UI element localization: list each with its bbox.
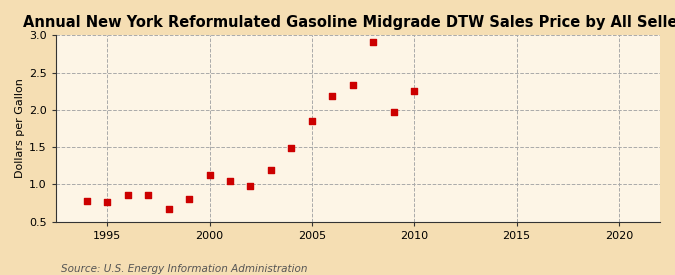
Point bbox=[327, 94, 338, 99]
Point bbox=[388, 110, 399, 114]
Point bbox=[184, 197, 194, 202]
Point bbox=[348, 83, 358, 87]
Point bbox=[409, 88, 420, 93]
Point bbox=[265, 168, 276, 172]
Title: Annual New York Reformulated Gasoline Midgrade DTW Sales Price by All Sellers: Annual New York Reformulated Gasoline Mi… bbox=[23, 15, 675, 30]
Point bbox=[306, 119, 317, 123]
Text: Source: U.S. Energy Information Administration: Source: U.S. Energy Information Administ… bbox=[61, 264, 307, 274]
Point bbox=[102, 199, 113, 204]
Point bbox=[122, 193, 133, 197]
Point bbox=[204, 173, 215, 178]
Point bbox=[163, 207, 174, 211]
Point bbox=[286, 146, 297, 150]
Point bbox=[142, 193, 153, 197]
Point bbox=[245, 184, 256, 188]
Y-axis label: Dollars per Gallon: Dollars per Gallon bbox=[15, 79, 25, 178]
Point bbox=[225, 178, 236, 183]
Point bbox=[368, 40, 379, 44]
Point bbox=[81, 199, 92, 203]
